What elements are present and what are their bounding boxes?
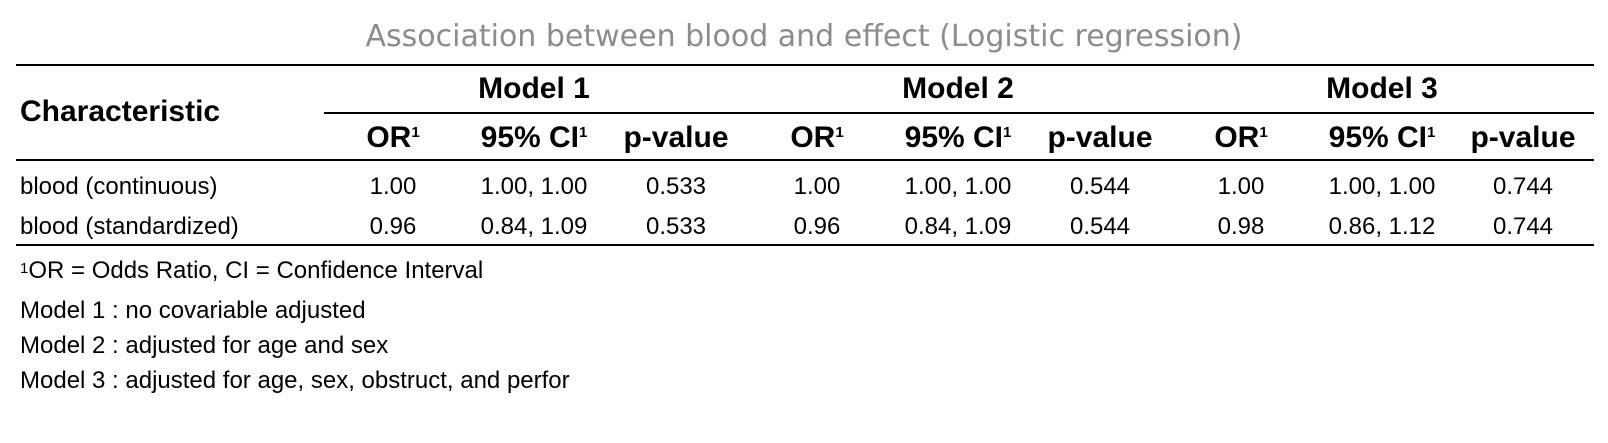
table-cell: 0.544 <box>1069 213 1131 240</box>
table-cell: 1.00 <box>793 173 841 200</box>
row-label: blood (standardized) <box>20 213 239 240</box>
table-cell: 0.84, 1.09 <box>904 213 1012 240</box>
col-pvalue-model-1: p-value <box>623 121 729 154</box>
table-cell: 0.84, 1.09 <box>480 213 588 240</box>
table-cell: 1.00, 1.00 <box>904 173 1012 200</box>
footnote-model-1: Model 1 : no covariable adjusted <box>20 297 366 324</box>
table-cell: 0.96 <box>369 213 417 240</box>
table-cell: 0.744 <box>1492 213 1554 240</box>
table-bottom-rule <box>16 244 1594 246</box>
col-or-model-2: OR1 <box>790 121 844 154</box>
col-ci-model-2: 95% CI1 <box>904 121 1012 154</box>
footnote-model-2: Model 2 : adjusted for age and sex <box>20 332 389 359</box>
col-pvalue-model-3: p-value <box>1470 121 1576 154</box>
col-ci-model-3: 95% CI1 <box>1328 121 1436 154</box>
row-label: blood (continuous) <box>20 173 218 200</box>
col-or-model-3: OR1 <box>1214 121 1268 154</box>
table-cell: 0.98 <box>1217 213 1265 240</box>
footnote-abbreviations: 1OR = Odds Ratio, CI = Confidence Interv… <box>20 257 484 284</box>
model-spanner-rule <box>324 112 1594 114</box>
model-2-header: Model 2 <box>902 72 1014 105</box>
header-bottom-rule <box>16 159 1594 161</box>
table-top-rule <box>16 64 1594 66</box>
col-ci-model-1: 95% CI1 <box>480 121 588 154</box>
table-cell: 1.00, 1.00 <box>480 173 588 200</box>
model-1-header: Model 1 <box>478 72 590 105</box>
col-pvalue-model-2: p-value <box>1047 121 1153 154</box>
table-cell: 1.00, 1.00 <box>1328 173 1436 200</box>
table-cell: 0.96 <box>793 213 841 240</box>
table-title: Association between blood and effect (Lo… <box>365 19 1243 54</box>
table-cell: 0.86, 1.12 <box>1328 213 1436 240</box>
table-cell: 0.533 <box>645 173 707 200</box>
characteristic-header: Characteristic <box>20 95 221 128</box>
col-or-model-1: OR1 <box>366 121 420 154</box>
table-cell: 1.00 <box>369 173 417 200</box>
model-3-header: Model 3 <box>1326 72 1438 105</box>
table-cell: 1.00 <box>1217 173 1265 200</box>
table-cell: 0.533 <box>645 213 707 240</box>
table-cell: 0.744 <box>1492 173 1554 200</box>
footnote-model-3: Model 3 : adjusted for age, sex, obstruc… <box>20 367 570 394</box>
table-cell: 0.544 <box>1069 173 1131 200</box>
